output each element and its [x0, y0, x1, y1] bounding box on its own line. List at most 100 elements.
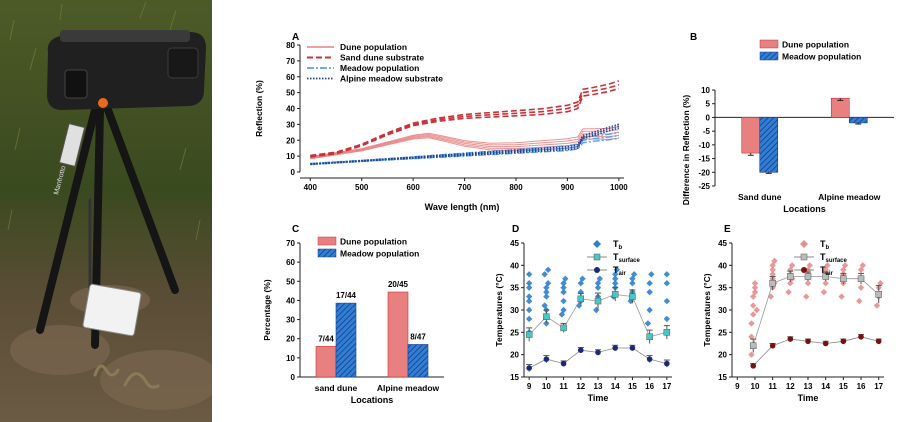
- panel-b-category-label: Sand dune: [738, 192, 782, 202]
- panel-d-tb-point: [663, 297, 671, 305]
- panel-d-tsurface-marker: [629, 293, 636, 300]
- panel-c-bar: [315, 346, 337, 378]
- panel-e-y-tick-label: 25: [718, 328, 727, 337]
- panel-a-legend-label: Sand dune substrate: [340, 53, 424, 63]
- panel-a-x-tick-label: 500: [355, 183, 369, 192]
- panel-d-tb-point: [646, 288, 653, 296]
- panel-d-tb-point: [596, 275, 603, 282]
- panel-c-category-label: sand dune: [315, 383, 358, 393]
- panel-b-x-axis-label: Locations: [783, 204, 826, 214]
- panel-a-y-tick-label: 70: [286, 57, 295, 66]
- panel-e-tsurface-marker: [804, 273, 812, 280]
- panel-e-tb-point: [857, 284, 865, 291]
- panel-e-x-tick-label: 15: [839, 382, 848, 391]
- panel-e-tb-point: [787, 280, 794, 287]
- tripod-label-panel: [58, 123, 86, 167]
- panel-c-y-tick-label: 50: [286, 277, 295, 286]
- panel-a-series-line-0: [310, 134, 619, 159]
- panel-e-legend-label-base: T: [820, 265, 826, 275]
- panel-d-tsurface-marker: [611, 291, 619, 298]
- panel-b-reflection-difference: B 10 5 0 -5 -10 -15 -20 -25 Sand dune Alpine mead…: [681, 32, 894, 214]
- panel-a-y-axis-label: Reflection (%): [254, 80, 264, 137]
- panel-b-y-tick-label: -20: [698, 168, 710, 177]
- panel-d-tb-point: [525, 293, 533, 300]
- panel-e-legend-label-sub: surface: [826, 258, 848, 264]
- panel-b-bar: [741, 117, 761, 154]
- panel-d-legend-marker-tair: [594, 267, 600, 273]
- panel-d-y-tick-label: 45: [510, 239, 519, 248]
- panel-d-y-tick-label: 15: [510, 373, 519, 382]
- panel-e-x-tick-label: 10: [751, 382, 760, 391]
- panel-e-tb-point: [840, 266, 847, 273]
- panel-d-tb-point: [646, 306, 653, 314]
- panel-c-x-axis-label: Locations: [351, 395, 394, 405]
- panel-e-tb-point: [751, 284, 759, 291]
- panel-a-y-tick-label: 50: [286, 89, 295, 98]
- panel-e-tb-point: [751, 288, 759, 296]
- panel-a-series-line-3: [310, 123, 620, 165]
- panel-c-y-tick-label: 10: [286, 354, 295, 363]
- panel-e-tsurface-marker: [749, 342, 757, 349]
- panel-e-tb-point: [748, 333, 755, 340]
- panel-e-tb-point: [751, 280, 759, 287]
- panel-e-tsurface-marker: [875, 291, 882, 298]
- panel-b-y-tick-label: -10: [698, 141, 710, 150]
- panel-c-bar: [407, 344, 429, 378]
- panel-c-y-tick-label: 30: [286, 316, 295, 325]
- panel-e-y-tick-label: 40: [718, 261, 727, 270]
- panel-d-tair-marker: [560, 360, 567, 367]
- panel-d-marks: [525, 266, 671, 372]
- panel-d-tsurface-marker: [594, 297, 602, 305]
- panel-b-y-tick-label: 10: [701, 86, 710, 95]
- panel-e-legend-label: Tair: [820, 265, 834, 277]
- panel-d-tb-point: [525, 306, 533, 314]
- device-orange-button: [98, 98, 108, 108]
- panel-c-legend-swatch: [317, 236, 337, 246]
- panel-e-tb-point: [769, 271, 776, 278]
- panel-a-x-tick-label: 600: [406, 183, 420, 192]
- panel-c-legend-swatch: [317, 248, 337, 258]
- panel-d-legend-marker-tsurface: [593, 253, 601, 261]
- panel-a-series-line-0: [310, 137, 619, 160]
- panel-d-tb-point: [525, 271, 533, 278]
- panel-c-y-tick-label: 60: [286, 258, 295, 267]
- panel-b-axes: 10 5 0 -5 -10 -15 -20 -25 Sand dune Alpine meadow…: [681, 86, 894, 214]
- panel-d-tsurface-marker: [646, 333, 653, 341]
- panel-e-tair-marker: [750, 363, 757, 369]
- panel-d-tb-point: [629, 275, 636, 282]
- panel-e-x-tick-label: 11: [768, 382, 777, 391]
- panel-e-tsurface-marker: [769, 279, 776, 287]
- panel-e-tb-point: [785, 288, 792, 296]
- panel-e-y-tick-label: 15: [718, 373, 727, 382]
- panel-b-letter: B: [690, 32, 697, 43]
- panel-e-tb-point: [857, 266, 865, 273]
- panel-d-y-tick-label: 35: [510, 284, 519, 293]
- panel-e-tb-point: [753, 306, 760, 314]
- panel-e-tb-point: [748, 351, 755, 358]
- panel-d-tair-marker: [664, 360, 670, 367]
- panel-d-tb-point: [543, 288, 550, 296]
- panel-d-temperatures-dune: D 15 20 25 30 35 40 45 9 10 11 12 13 14 15 16 17 Tempera…: [494, 224, 672, 403]
- panel-d-legend-marker-tb: [593, 240, 601, 248]
- panel-d-legend-label: Tair: [613, 265, 627, 277]
- panel-e-tair-marker: [875, 338, 882, 345]
- panel-e-x-axis-label: Time: [798, 393, 819, 403]
- panel-d-x-tick-label: 15: [628, 382, 637, 391]
- panel-b-y-tick-label: -15: [698, 155, 710, 164]
- panel-b-legend-label: Dune population: [782, 40, 849, 50]
- panel-e-tsurface-marker: [787, 273, 794, 280]
- panel-e-x-tick-label: 14: [821, 382, 830, 391]
- panel-a-legend-label: Dune population: [340, 42, 407, 52]
- panel-d-tb-point: [646, 280, 653, 287]
- panel-e-tb-point: [873, 302, 881, 309]
- panel-b-y-tick-label: -25: [698, 182, 710, 191]
- panel-e-tb-point: [859, 262, 866, 269]
- panel-e-tsurface-marker: [822, 273, 829, 280]
- panel-d-letter: D: [512, 224, 519, 235]
- panel-e-tb-point: [750, 311, 757, 318]
- panel-e-tb-point: [877, 280, 884, 287]
- panel-d-x-tick-label: 10: [542, 382, 551, 391]
- panel-a-y-tick-label: 60: [286, 73, 295, 82]
- panel-d-tb-point: [560, 284, 567, 291]
